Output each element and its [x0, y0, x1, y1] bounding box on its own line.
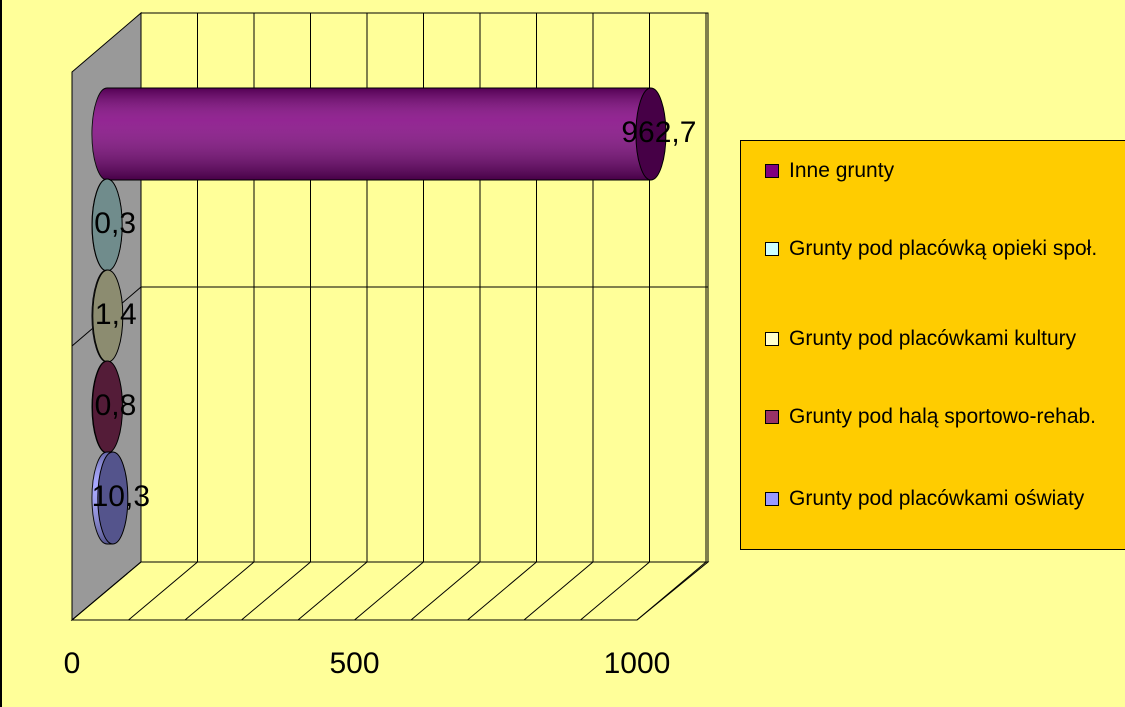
floor-line — [241, 561, 311, 621]
legend-label: Grunty pod placówką opieki społ. — [789, 237, 1098, 260]
legend: Inne grunty Grunty pod placówką opieki sp… — [740, 140, 1125, 550]
floor-line — [523, 561, 594, 621]
bar-part — [97, 451, 129, 545]
bar — [91, 178, 123, 272]
data-label: 962,7 — [621, 116, 696, 149]
floor-line — [410, 561, 481, 621]
bar — [91, 87, 667, 181]
floor — [70, 561, 710, 621]
legend-label: Grunty pod halą sportowo-rehab. — [789, 405, 1097, 428]
bar-part — [92, 270, 123, 362]
bar-part — [92, 179, 123, 271]
floor-line — [71, 561, 142, 621]
bar-part — [635, 87, 667, 181]
legend-item: Grunty pod placówką opieki społ. — [765, 231, 1125, 266]
floor-line — [297, 561, 368, 621]
bar-part — [92, 361, 123, 453]
x-tick-label: 500 — [329, 647, 379, 680]
bar — [91, 269, 124, 363]
floor-line — [128, 561, 198, 621]
x-tick-label: 1000 — [604, 647, 671, 680]
floor-line — [580, 561, 650, 621]
legend-swatch — [765, 410, 779, 424]
bar-part — [635, 88, 666, 180]
data-label: 0,3 — [94, 207, 136, 240]
legend-item: Inne grunty — [765, 153, 1125, 188]
floor-line — [184, 561, 255, 621]
legend-item: Grunty pod placówkami oświaty — [765, 481, 1125, 516]
x-tick-label: 0 — [64, 647, 81, 680]
data-label: 0,8 — [95, 389, 137, 422]
legend-swatch — [765, 242, 779, 256]
legend-label: Grunty pod placówkami oświaty — [789, 487, 1085, 510]
data-label: 1,4 — [95, 298, 137, 331]
legend-swatch — [765, 332, 779, 346]
floor-line — [467, 561, 537, 621]
legend-item: Grunty pod placówkami kultury — [765, 321, 1125, 356]
bar — [91, 360, 123, 454]
data-label: 10,3 — [92, 480, 150, 513]
bar-part — [97, 452, 128, 544]
legend-label: Inne grunty — [789, 159, 895, 182]
bar-part — [107, 88, 651, 180]
legend-swatch — [765, 492, 779, 506]
legend-item: Grunty pod halą sportowo-rehab. — [765, 399, 1125, 434]
legend-swatch — [765, 164, 779, 178]
floor-line — [636, 561, 707, 621]
bar — [91, 451, 129, 545]
floor-line — [354, 561, 424, 621]
legend-label: Grunty pod placówkami kultury — [789, 327, 1077, 350]
